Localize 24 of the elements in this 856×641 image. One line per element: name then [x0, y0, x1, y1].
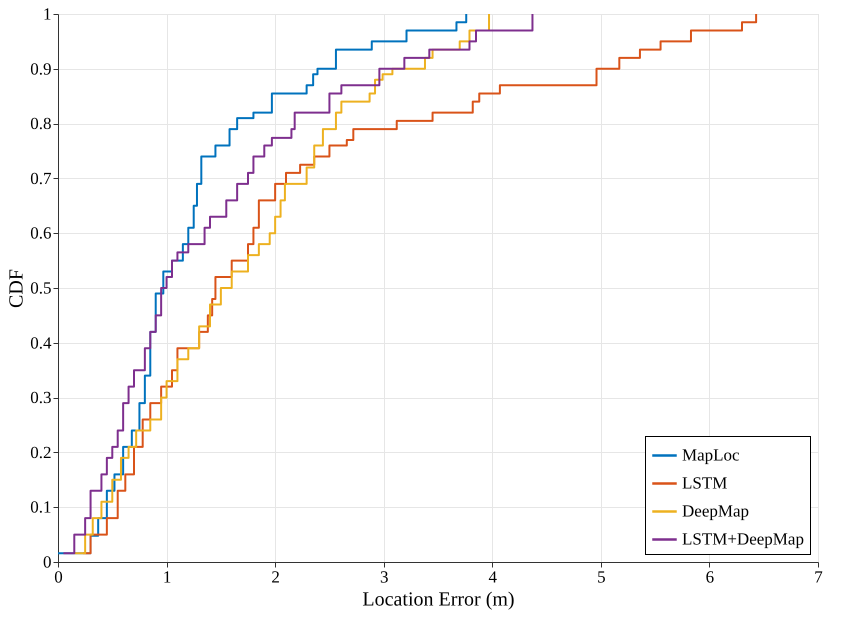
- y-tick-label: 0.6: [30, 224, 52, 243]
- legend-label: MapLoc: [682, 446, 740, 464]
- y-tick-label: 0.7: [30, 168, 52, 188]
- legend-label: LSTM+DeepMap: [682, 530, 804, 548]
- x-axis-title: Location Error (m): [362, 588, 515, 610]
- x-tick-label: 7: [814, 568, 824, 586]
- legend-label: DeepMap: [682, 502, 750, 520]
- y-tick-label: 0.2: [30, 442, 52, 462]
- x-tick-label: 6: [706, 568, 714, 586]
- y-tick-label: 0.4: [30, 333, 52, 352]
- y-tick-label: 0: [43, 552, 52, 572]
- y-tick-label: 0.1: [30, 498, 52, 517]
- y-tick-label: 0.8: [30, 114, 52, 134]
- y-tick-label: 0.3: [30, 388, 52, 408]
- x-tick-label: 3: [380, 568, 388, 586]
- y-axis-title: CDF: [5, 269, 28, 308]
- x-tick-label: 5: [597, 568, 606, 586]
- x-tick-label: 4: [488, 568, 498, 586]
- legend-label: LSTM: [682, 474, 728, 492]
- y-tick-label: 1: [43, 4, 52, 24]
- x-tick-label: 1: [162, 568, 172, 586]
- y-tick-label: 0.9: [30, 59, 52, 78]
- x-tick-label: 2: [271, 568, 280, 586]
- y-tick-label: 0.5: [30, 278, 52, 298]
